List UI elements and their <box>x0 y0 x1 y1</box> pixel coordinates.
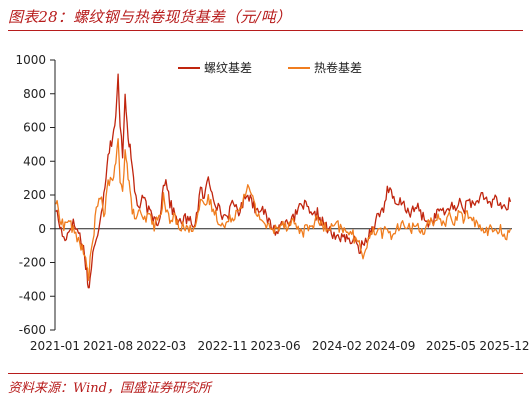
y-axis: -600 -400 -200 0 200 400 600 800 1000 <box>15 53 56 337</box>
legend-label: 螺纹基差 <box>204 61 252 75</box>
top-divider <box>8 30 523 31</box>
source-note: 资料来源：Wind，国盛证券研究所 <box>8 381 211 396</box>
x-tick-label: 2021-08 <box>83 339 133 353</box>
x-ticks: 2021-01 2021-08 2022-03 2022-11 2023-06 2024-… <box>30 339 530 353</box>
x-tick-label: 2024-02 <box>312 339 362 353</box>
y-tick-label: -400 <box>19 289 46 303</box>
y-tick-label: 600 <box>23 121 46 135</box>
series-layer <box>55 73 512 289</box>
y-tick-label: 800 <box>23 87 46 101</box>
legend-label: 热卷基差 <box>314 60 362 75</box>
x-tick-label: 2021-01 <box>30 339 80 353</box>
y-tick-label: 1000 <box>15 53 46 67</box>
y-tick-label: 0 <box>38 222 46 236</box>
title-bar: 图表28：螺纹钢与热卷现货基差（元/吨） <box>0 0 531 32</box>
bottom-divider <box>8 373 523 374</box>
y-tick-label: 400 <box>23 154 46 168</box>
y-ticks: -600 -400 -200 0 200 400 600 800 1000 <box>15 53 55 337</box>
series-line-2 <box>55 138 512 282</box>
x-axis: 2021-01 2021-08 2022-03 2022-11 2023-06 2024-… <box>30 228 530 353</box>
legend: 螺纹基差 热卷基差 <box>178 60 362 75</box>
y-tick-label: -200 <box>19 256 46 270</box>
chart-title: 图表28：螺纹钢与热卷现货基差（元/吨） <box>8 8 292 26</box>
y-tick-label: 200 <box>23 188 46 202</box>
x-tick-label: 2024-09 <box>365 339 415 353</box>
x-tick-label: 2025-12 <box>479 339 529 353</box>
x-tick-label: 2022-03 <box>136 339 186 353</box>
x-tick-label: 2023-06 <box>251 339 301 353</box>
y-tick-label: -600 <box>19 323 46 337</box>
x-tick-label: 2022-11 <box>197 339 247 353</box>
x-tick-label: 2025-05 <box>426 339 476 353</box>
